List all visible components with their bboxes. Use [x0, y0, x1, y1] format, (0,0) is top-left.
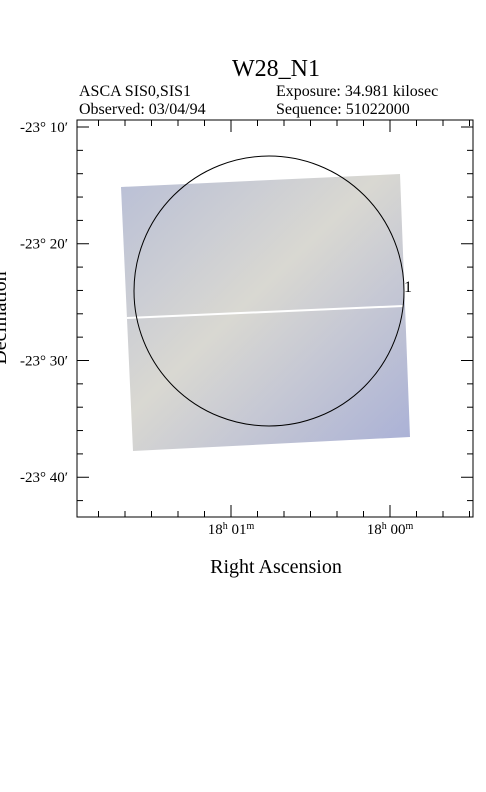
region-circle	[133, 155, 405, 427]
y-tick-label: -23° 10′	[20, 120, 68, 136]
x-tick-label: 18h 01m	[208, 521, 255, 539]
ticks	[77, 120, 473, 517]
unit: m	[246, 521, 254, 532]
x-tick-label: 18h 00m	[367, 521, 414, 539]
instrument: ASCA SIS0,SIS1	[79, 83, 191, 100]
value: 01	[228, 522, 247, 538]
region-label: 1	[404, 279, 412, 296]
x-axis-label: Right Ascension	[210, 556, 342, 578]
observed: Observed: 03/04/94	[79, 101, 206, 118]
plot-frame	[76, 119, 474, 518]
image-gap	[126, 305, 404, 319]
unit: m	[405, 521, 413, 532]
value: 18	[208, 522, 223, 538]
value: 00	[387, 522, 406, 538]
y-tick-label: -23° 30′	[20, 353, 68, 369]
unit: h	[223, 521, 228, 532]
y-tick-labels: -23° 10′ -23° 20′ -23° 30′ -23° 40′	[20, 120, 68, 486]
y-tick-label: -23° 40′	[20, 470, 68, 486]
y-axis-label: Declination	[0, 271, 11, 364]
x-tick-labels: 18h 01m 18h 00m	[208, 521, 414, 539]
title: W28_N1	[232, 56, 320, 82]
y-tick-label: -23° 20′	[20, 237, 68, 253]
unit: h	[382, 521, 387, 532]
value: 18	[367, 522, 382, 538]
exposure: Exposure: 34.981 kilosec	[276, 83, 438, 100]
sequence: Sequence: 51022000	[276, 101, 410, 118]
